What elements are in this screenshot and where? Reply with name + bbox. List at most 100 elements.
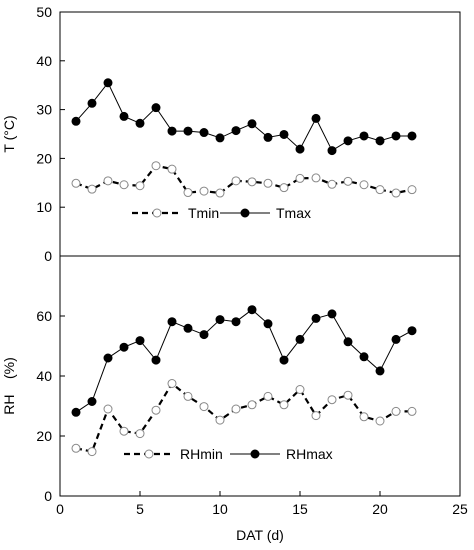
rhmax-point [295, 334, 305, 344]
tmax-point [391, 131, 401, 141]
rhmax-point [375, 366, 385, 376]
rhmin-point [103, 404, 113, 414]
rhmax-point [199, 330, 209, 340]
tmax-point [135, 118, 145, 128]
rhmin-point [375, 416, 385, 426]
humidity-y-tick-label: 20 [36, 428, 52, 444]
rhmax-legend-label: RHmax [286, 446, 333, 462]
rhmin-point [263, 391, 273, 401]
tmax-point [103, 78, 113, 88]
tmax-point [119, 111, 129, 121]
humidity-y-axis-label: RH (%) [1, 357, 17, 415]
tmin-point [151, 161, 161, 171]
humidity-y-axis: 0 20 40 60 [36, 308, 65, 504]
tmin-point [343, 176, 353, 186]
tmin-point [327, 179, 337, 189]
tmin-point [407, 185, 417, 195]
tmin-point [295, 173, 305, 183]
x-tick-label: 0 [56, 501, 64, 517]
humidity-y-tick-label: 0 [44, 488, 52, 504]
rhmax-point [327, 309, 337, 319]
tmax-point [183, 126, 193, 136]
tmax-line [75, 81, 412, 152]
rhmin-point [327, 395, 337, 405]
rhmin-legend-marker [144, 449, 154, 459]
tmax-point [247, 119, 257, 129]
tmin-point [359, 180, 369, 190]
humidity-series [71, 305, 417, 457]
tmin-point [231, 176, 241, 186]
tmin-point [279, 183, 289, 193]
rhmin-line [75, 381, 412, 453]
tmax-point [311, 113, 321, 123]
rhmin-point [295, 385, 305, 394]
x-axis-label: DAT (d) [236, 527, 284, 543]
temperature-y-axis: 0 10 20 30 40 50 [36, 4, 65, 264]
tmax-point [263, 132, 273, 142]
tmin-point [391, 188, 401, 198]
humidity-y-tick-label: 40 [36, 368, 52, 384]
tmax-legend-marker [240, 208, 250, 218]
rhmax-point [183, 323, 193, 333]
rhmin-point [407, 406, 417, 416]
x-tick-label: 15 [292, 501, 308, 517]
tmax-point [343, 136, 353, 146]
rhmax-point [407, 326, 417, 336]
temperature-legend: Tmin Tmax [132, 205, 311, 221]
rhmin-point [119, 426, 129, 436]
x-tick-label: 10 [212, 501, 228, 517]
temperature-series [71, 78, 417, 198]
rhmin-point [391, 406, 401, 416]
rhmin-point [151, 405, 161, 415]
tmin-point [103, 176, 113, 186]
tmax-point [167, 126, 177, 136]
humidity-legend: RHmin RHmax [124, 446, 333, 462]
tmin-legend-marker [152, 208, 162, 218]
tmin-line [75, 164, 413, 195]
rhmax-point [359, 352, 369, 362]
rhmin-point [343, 390, 353, 400]
rhmax-point [311, 313, 321, 323]
tmax-point [375, 136, 385, 146]
tmin-point [263, 178, 273, 188]
tmax-point [71, 116, 81, 126]
rhmax-point [391, 334, 401, 344]
x-axis: 0 5 10 15 20 25 [56, 491, 468, 517]
tmin-legend-label: Tmin [188, 205, 219, 221]
humidity-plot-frame [59, 255, 461, 497]
rhmax-point [119, 342, 129, 352]
rhmax-legend-marker [250, 449, 260, 459]
rhmin-point [359, 412, 369, 422]
rhmax-point [279, 355, 289, 365]
humidity-y-tick-label: 60 [36, 308, 52, 324]
tmin-point [167, 164, 177, 174]
tmax-point [231, 126, 241, 136]
rhmin-point [135, 429, 145, 439]
x-tick-label: 25 [452, 501, 468, 517]
rhmax-point [215, 315, 225, 325]
tmin-point [87, 184, 97, 194]
rhmin-point [183, 391, 193, 401]
tmin-point [183, 188, 193, 198]
rhmax-point [343, 337, 353, 347]
tmax-point [199, 128, 209, 138]
rhmax-point [151, 355, 161, 365]
tmax-point [151, 103, 161, 113]
temperature-y-tick-label: 10 [36, 199, 52, 215]
rhmax-point [263, 319, 273, 329]
rhmax-point [87, 397, 97, 406]
rhmax-point [231, 317, 241, 327]
rhmin-point [311, 411, 321, 421]
tmax-point [407, 131, 417, 141]
tmin-point [247, 177, 257, 187]
tmin-point [311, 173, 321, 183]
x-tick-label: 20 [372, 501, 388, 517]
temperature-y-tick-label: 30 [36, 102, 52, 118]
tmax-point [279, 129, 289, 139]
temperature-y-tick-label: 50 [36, 4, 52, 20]
tmin-point [215, 188, 225, 198]
rhmax-point [247, 305, 257, 315]
rhmin-point [71, 443, 81, 453]
